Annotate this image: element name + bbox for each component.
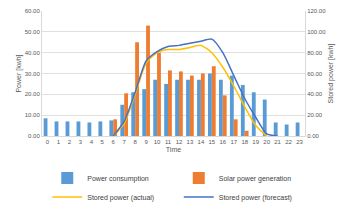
svg-text:3: 3: [79, 139, 83, 145]
svg-text:19: 19: [252, 139, 259, 145]
svg-text:40.00: 40.00: [25, 50, 41, 56]
svg-text:1: 1: [57, 139, 61, 145]
svg-text:23: 23: [296, 139, 303, 145]
svg-text:20: 20: [263, 139, 270, 145]
svg-text:100.00: 100.00: [307, 29, 326, 35]
svg-text:22: 22: [285, 139, 292, 145]
svg-text:Stored power [kwh]: Stored power [kwh]: [327, 43, 335, 103]
svg-text:0.00: 0.00: [307, 133, 319, 139]
svg-text:Power [kwh]: Power [kwh]: [15, 54, 23, 92]
svg-text:20.00: 20.00: [307, 112, 323, 118]
svg-text:Time: Time: [166, 146, 181, 153]
svg-text:40.00: 40.00: [307, 91, 323, 97]
svg-text:2: 2: [68, 139, 72, 145]
svg-text:30.00: 30.00: [25, 71, 41, 77]
svg-text:6: 6: [112, 139, 116, 145]
svg-text:12: 12: [176, 139, 183, 145]
svg-text:Solar power generation: Solar power generation: [219, 175, 291, 183]
svg-text:10: 10: [154, 139, 161, 145]
svg-text:16: 16: [219, 139, 226, 145]
svg-text:14: 14: [198, 139, 205, 145]
svg-text:15: 15: [209, 139, 216, 145]
svg-text:60.00: 60.00: [25, 8, 41, 14]
svg-text:17: 17: [230, 139, 237, 145]
svg-text:10.00: 10.00: [25, 112, 41, 118]
svg-text:5: 5: [101, 139, 105, 145]
svg-text:21: 21: [274, 139, 281, 145]
svg-text:80.00: 80.00: [307, 50, 323, 56]
svg-text:8: 8: [133, 139, 137, 145]
svg-text:20.00: 20.00: [25, 91, 41, 97]
svg-text:0.00: 0.00: [28, 133, 40, 139]
svg-text:Power consumption: Power consumption: [87, 175, 149, 183]
svg-text:120.00: 120.00: [307, 8, 326, 14]
svg-text:50.00: 50.00: [25, 29, 41, 35]
svg-text:7: 7: [123, 139, 127, 145]
svg-text:11: 11: [165, 139, 172, 145]
svg-text:4: 4: [90, 139, 94, 145]
svg-text:0: 0: [46, 139, 50, 145]
svg-text:13: 13: [187, 139, 194, 145]
svg-text:60.00: 60.00: [307, 71, 323, 77]
svg-text:9: 9: [144, 139, 148, 145]
svg-text:Stored power (forecast): Stored power (forecast): [219, 194, 292, 202]
svg-text:18: 18: [241, 139, 248, 145]
svg-text:Stored power (actual): Stored power (actual): [87, 194, 154, 202]
